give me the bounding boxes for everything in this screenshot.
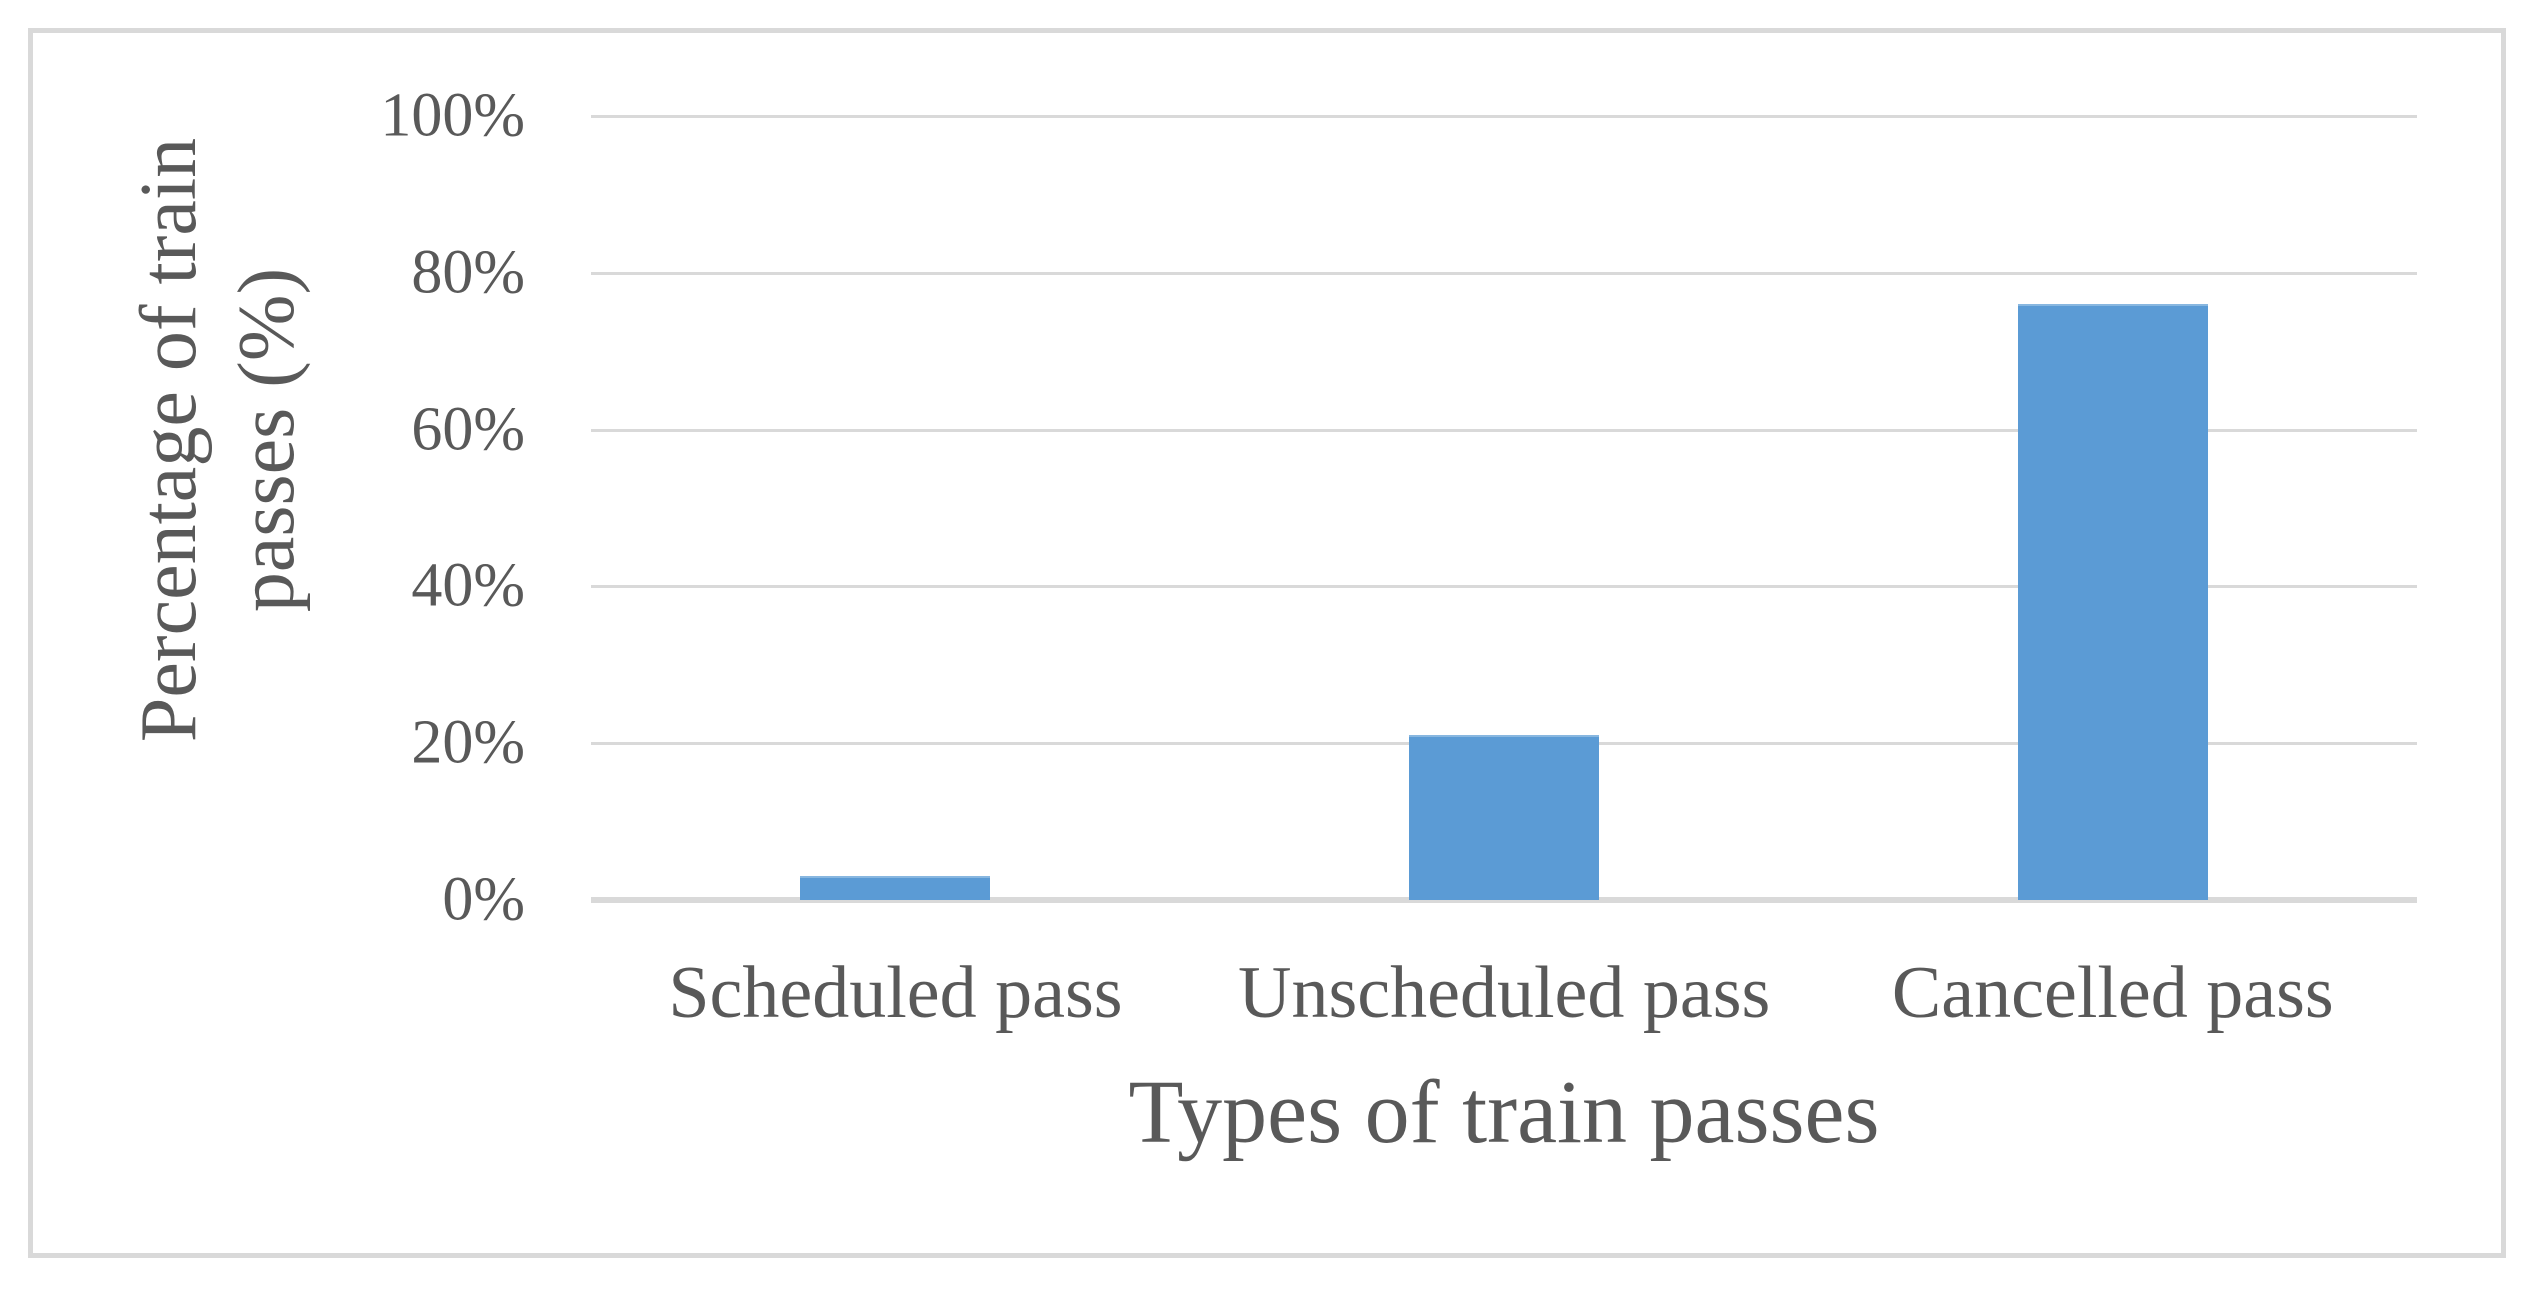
y-axis-title-line-2: passes (%): [223, 267, 311, 613]
y-axis-title-line-1: Percentage of train: [125, 137, 213, 743]
plot-area: [591, 115, 2417, 903]
y-tick-label-40pct: 40%: [411, 551, 525, 620]
x-category-label-unscheduled-pass: Unscheduled pass: [1238, 952, 1771, 1034]
x-axis-title: Types of train passes: [1128, 1063, 1880, 1162]
gridline-40: [591, 585, 2417, 589]
gridline-60: [591, 428, 2417, 432]
y-tick-label-0pct: 0%: [442, 865, 525, 934]
bar-unscheduled-pass: [1409, 735, 1599, 900]
y-tick-label-20pct: 20%: [411, 708, 525, 777]
gridline-80: [591, 271, 2417, 275]
y-tick-label-60pct: 60%: [411, 395, 525, 464]
bar-scheduled-pass: [800, 876, 991, 900]
gridline-100: [591, 115, 2417, 118]
x-category-label-cancelled-pass: Cancelled pass: [1891, 952, 2334, 1034]
bar-cancelled-pass: [2017, 304, 2208, 900]
y-axis-title: Percentage of train passes (%): [120, 138, 316, 742]
x-axis-line: [591, 897, 2417, 903]
y-tick-label-100pct: 100%: [380, 81, 525, 150]
y-tick-label-80pct: 80%: [411, 238, 525, 307]
x-category-label-scheduled-pass: Scheduled pass: [668, 952, 1123, 1034]
